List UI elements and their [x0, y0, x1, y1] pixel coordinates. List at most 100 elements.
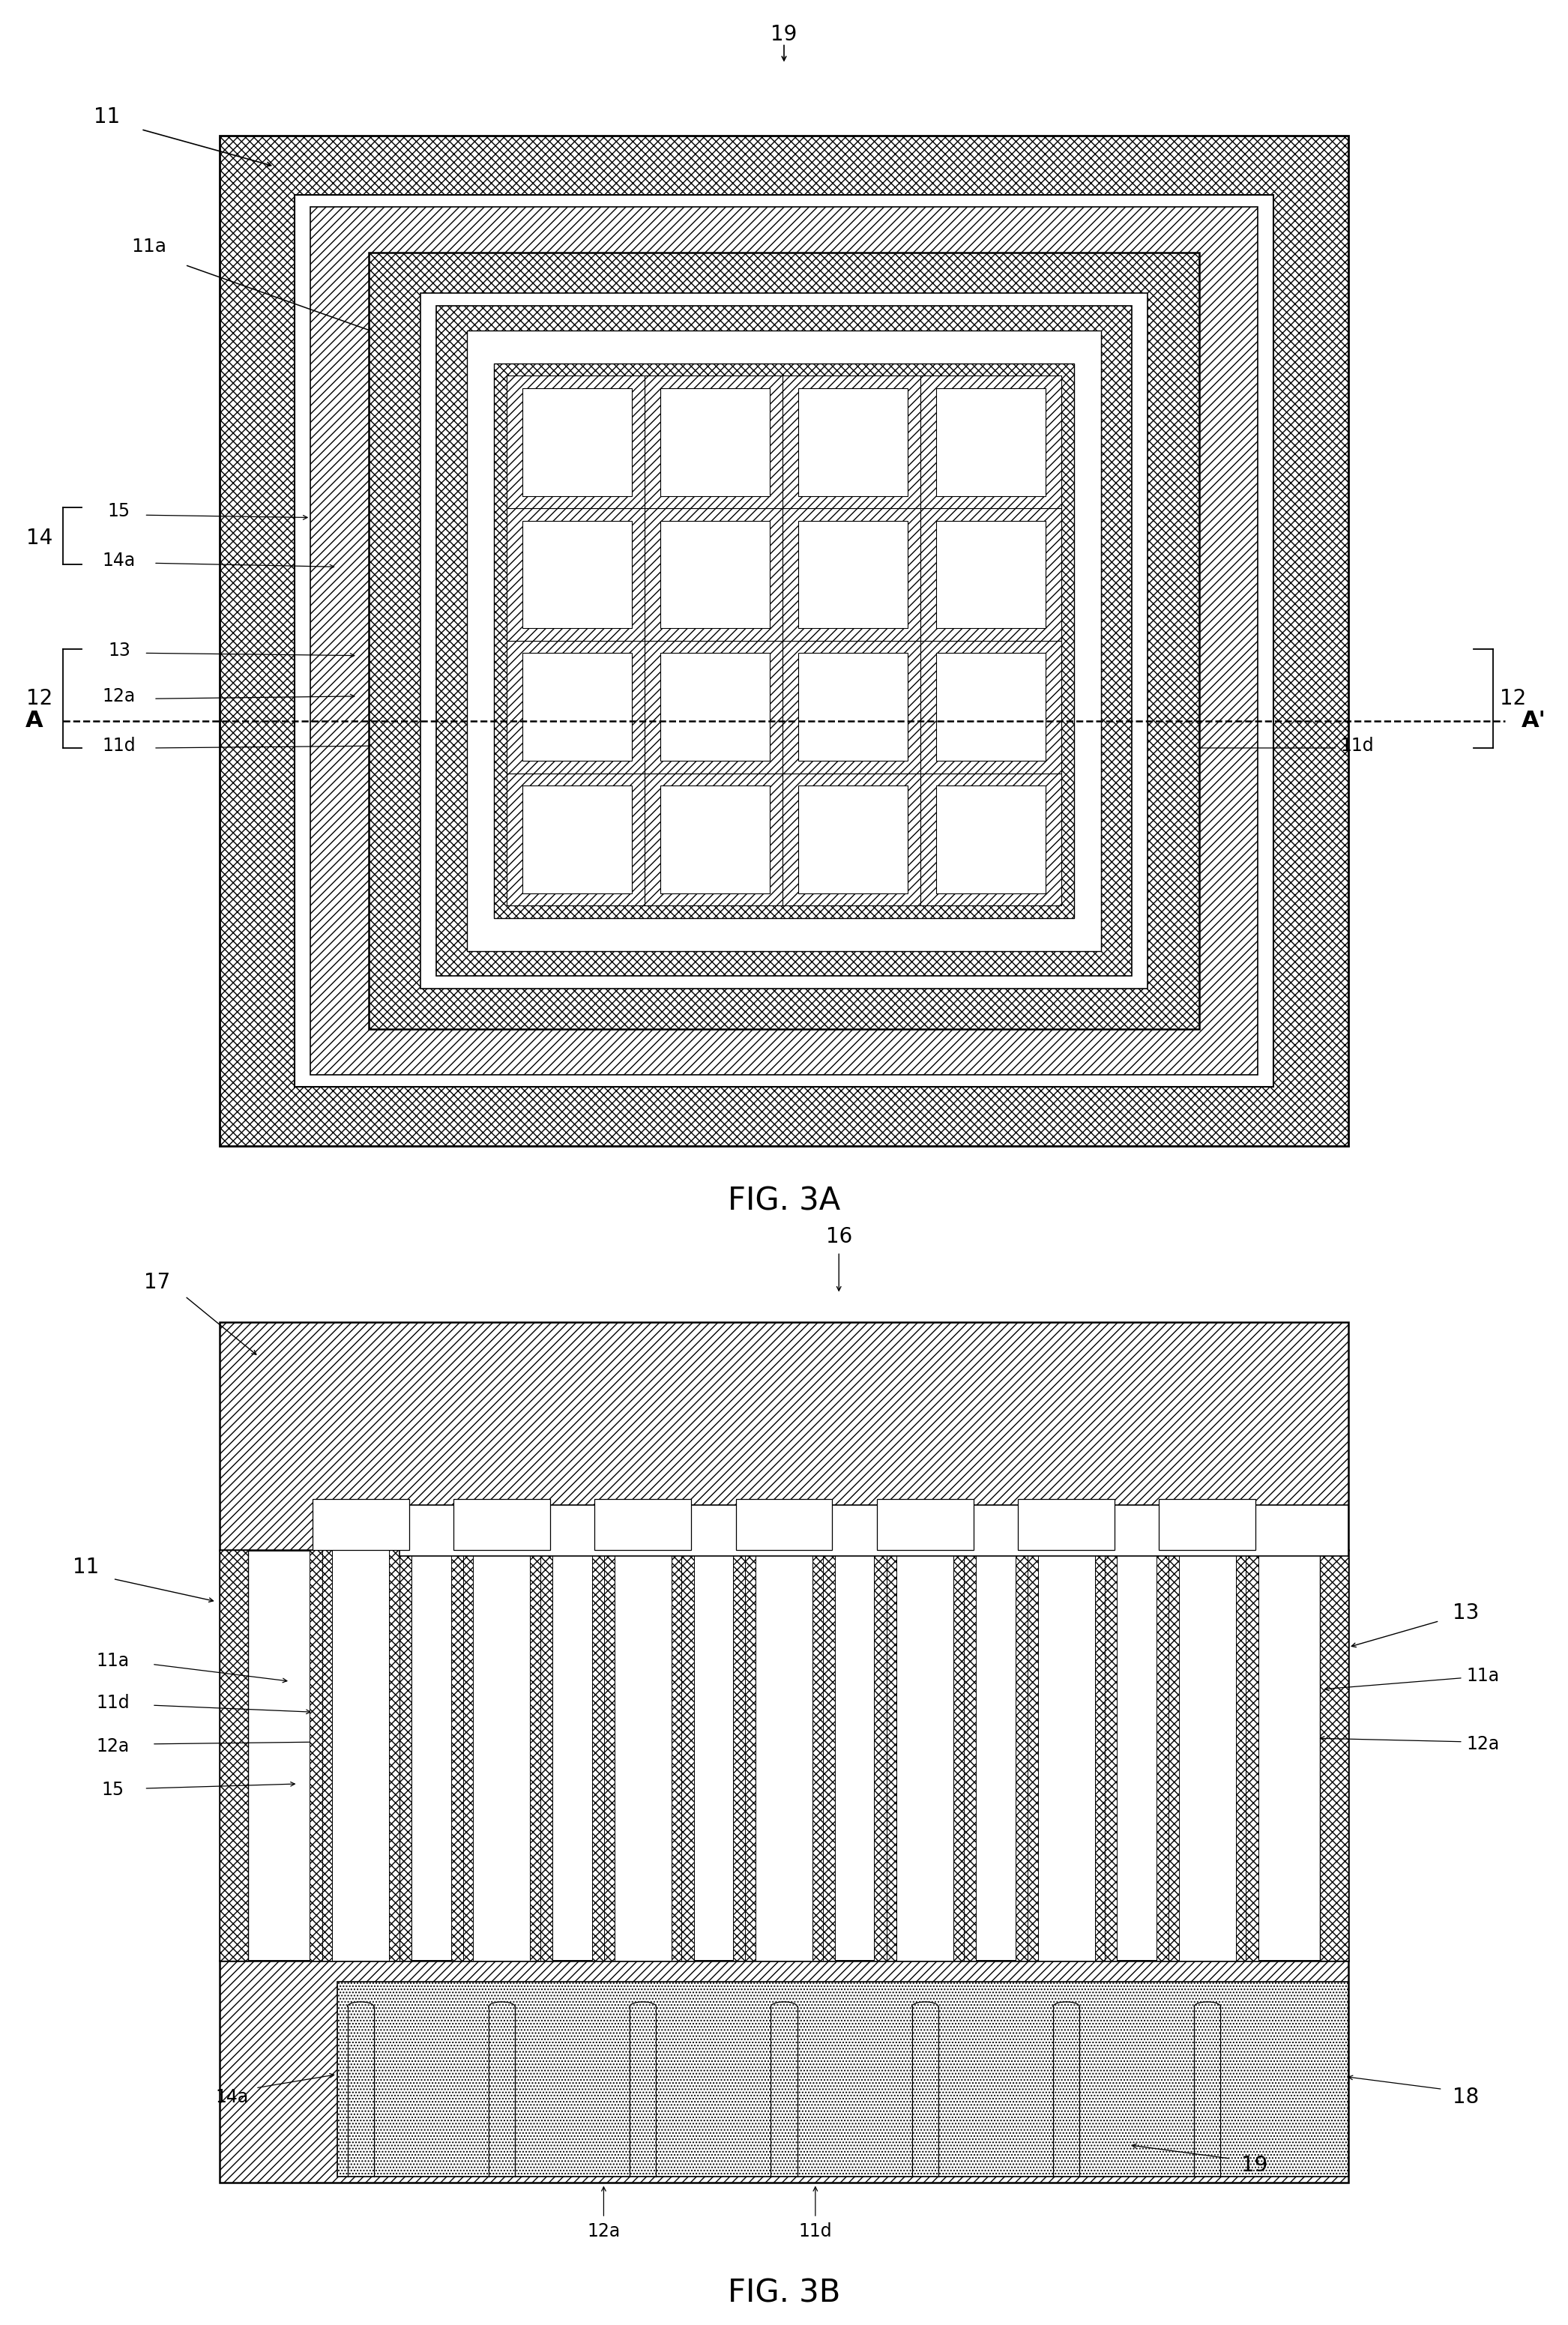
- Bar: [1168, 1551, 1179, 1960]
- Bar: [594, 1500, 691, 1551]
- Bar: [522, 521, 632, 628]
- Text: 11d: 11d: [96, 1695, 130, 1711]
- Bar: [522, 653, 632, 760]
- Bar: [310, 1551, 321, 1960]
- Bar: [964, 1551, 975, 1960]
- Bar: [312, 1500, 409, 1551]
- Bar: [615, 1551, 671, 1960]
- Bar: [920, 642, 1062, 774]
- Bar: [1159, 1500, 1256, 1551]
- Text: 11: 11: [74, 1558, 99, 1579]
- Text: 17: 17: [144, 1272, 169, 1293]
- Text: 19: 19: [771, 23, 797, 44]
- Bar: [506, 774, 648, 907]
- Bar: [660, 388, 770, 495]
- Bar: [798, 786, 908, 893]
- Text: 11d: 11d: [102, 737, 136, 756]
- Bar: [798, 388, 908, 495]
- Bar: [220, 1551, 248, 1960]
- Text: FIG. 3A: FIG. 3A: [728, 1186, 840, 1218]
- Bar: [593, 1551, 604, 1960]
- Text: 11a: 11a: [1466, 1667, 1499, 1686]
- Text: 11a: 11a: [132, 237, 166, 256]
- Bar: [936, 521, 1046, 628]
- Text: FIG. 3B: FIG. 3B: [728, 2278, 840, 2309]
- Bar: [660, 786, 770, 893]
- Text: 11d: 11d: [798, 2223, 833, 2241]
- Bar: [321, 1551, 332, 1960]
- Bar: [506, 642, 648, 774]
- Bar: [541, 1551, 552, 1960]
- Bar: [798, 653, 908, 760]
- Text: 12: 12: [27, 688, 52, 709]
- Text: 15: 15: [102, 1781, 124, 1800]
- Bar: [310, 207, 1258, 1074]
- Text: 11a: 11a: [96, 1651, 130, 1669]
- Bar: [1179, 1551, 1236, 1960]
- Bar: [875, 1551, 886, 1960]
- Bar: [782, 377, 924, 509]
- Text: 12a: 12a: [1466, 1734, 1499, 1753]
- Bar: [1016, 1551, 1027, 1960]
- Bar: [1027, 1551, 1038, 1960]
- Text: 11d: 11d: [1341, 737, 1374, 756]
- Bar: [332, 1551, 389, 1960]
- Bar: [782, 774, 924, 907]
- Bar: [782, 642, 924, 774]
- Text: 13: 13: [108, 642, 130, 660]
- Bar: [798, 521, 908, 628]
- Bar: [782, 509, 924, 642]
- Bar: [1018, 1500, 1115, 1551]
- Bar: [400, 1504, 1348, 1555]
- Bar: [436, 305, 1132, 976]
- Text: 15: 15: [108, 502, 130, 521]
- Text: 14a: 14a: [102, 551, 136, 570]
- Bar: [400, 1551, 411, 1960]
- Bar: [644, 642, 786, 774]
- Bar: [920, 509, 1062, 642]
- Text: 12: 12: [1501, 688, 1526, 709]
- Text: 19: 19: [1242, 2155, 1267, 2176]
- Bar: [936, 786, 1046, 893]
- Bar: [644, 377, 786, 509]
- Bar: [920, 377, 1062, 509]
- Text: 12a: 12a: [102, 688, 136, 704]
- Bar: [660, 653, 770, 760]
- Bar: [671, 1551, 682, 1960]
- Bar: [467, 330, 1101, 951]
- Text: 13: 13: [1454, 1602, 1479, 1623]
- Bar: [295, 195, 1273, 1086]
- Text: A: A: [25, 709, 44, 732]
- Bar: [420, 293, 1148, 988]
- Bar: [823, 1551, 834, 1960]
- Bar: [886, 1551, 897, 1960]
- Bar: [1320, 1551, 1348, 1960]
- Bar: [220, 1551, 1348, 1960]
- Bar: [920, 774, 1062, 907]
- Bar: [1105, 1551, 1116, 1960]
- Bar: [812, 1551, 823, 1960]
- Bar: [644, 774, 786, 907]
- Bar: [220, 1323, 1348, 1551]
- Bar: [1247, 1551, 1258, 1960]
- Bar: [1038, 1551, 1094, 1960]
- Text: A': A': [1521, 709, 1546, 732]
- Bar: [1236, 1551, 1247, 1960]
- Bar: [877, 1500, 974, 1551]
- Bar: [953, 1551, 964, 1960]
- Bar: [936, 388, 1046, 495]
- Text: 12a: 12a: [96, 1737, 130, 1755]
- Bar: [1094, 1551, 1105, 1960]
- Bar: [494, 363, 1074, 918]
- Bar: [936, 653, 1046, 760]
- Bar: [756, 1551, 812, 1960]
- Bar: [337, 1981, 1348, 2176]
- Bar: [474, 1551, 530, 1960]
- Bar: [530, 1551, 541, 1960]
- Bar: [506, 377, 648, 509]
- Bar: [368, 253, 1200, 1030]
- Text: 12a: 12a: [586, 2223, 621, 2241]
- Bar: [453, 1500, 550, 1551]
- Bar: [897, 1551, 953, 1960]
- Bar: [522, 786, 632, 893]
